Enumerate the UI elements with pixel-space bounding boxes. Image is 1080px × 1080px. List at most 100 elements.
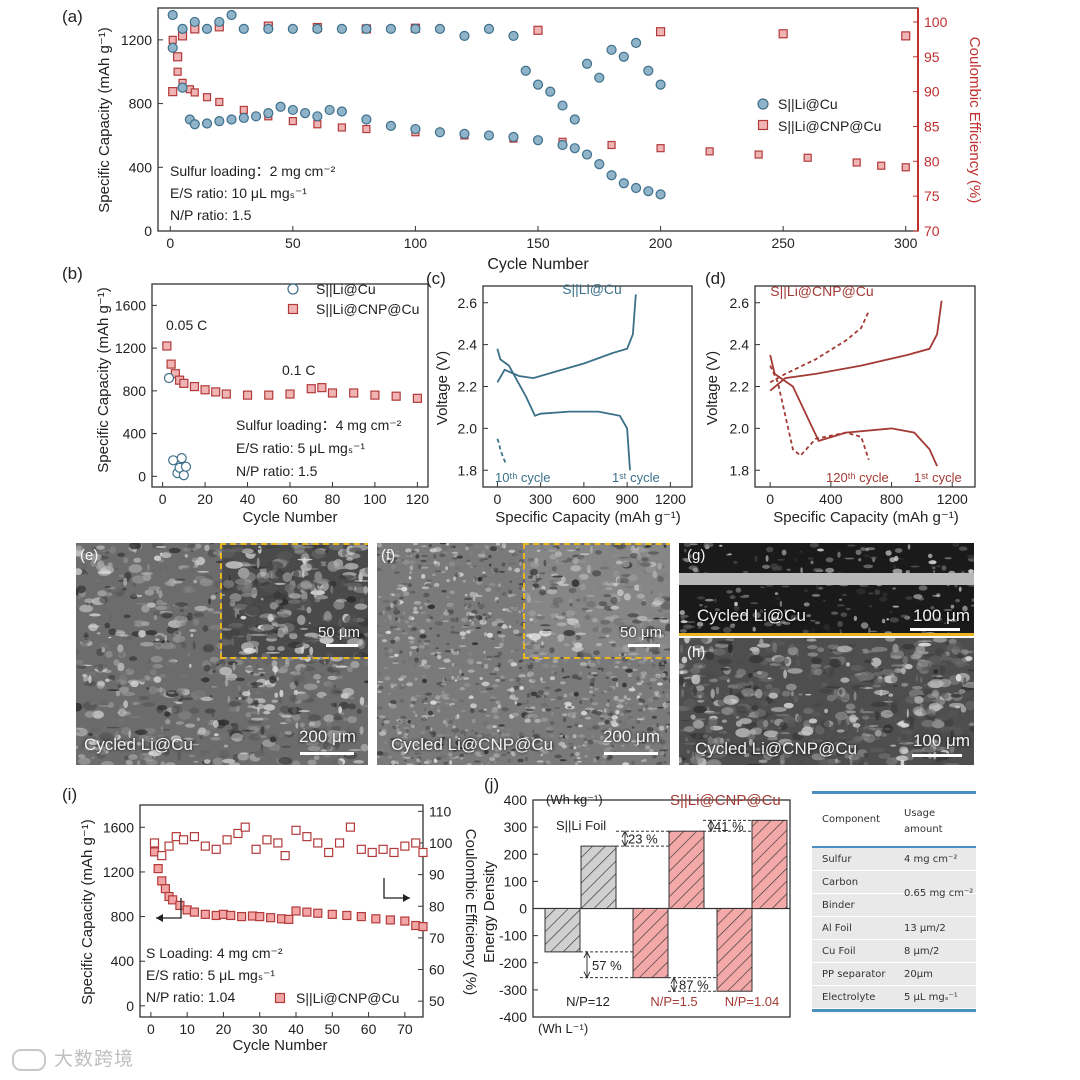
sem-grain [528,610,537,617]
sem-grain [881,733,887,737]
sem-grain [478,558,485,562]
sem-grain [807,645,818,650]
sem-grain [910,749,925,753]
sem-grain [591,734,595,739]
sem-grain [219,756,227,758]
panel-a-cu-cap-point [569,143,580,154]
sem-grain [322,619,336,629]
sem-grain [840,677,850,683]
sem-grain [498,583,501,587]
sem-grain [495,618,503,624]
sem-grain [292,675,305,683]
sem-grain [474,597,481,601]
sem-grain [835,736,851,739]
sem-grain [829,658,842,668]
sem-grain [466,562,472,565]
sem-grain [158,590,163,599]
sem-grain [192,690,206,697]
sem-grain [665,597,670,601]
sem-grain [708,717,718,721]
sem-grain [470,623,475,626]
sem-grain [383,618,388,623]
sem-grain [944,763,960,765]
panel-a-cnp-cap-point [803,153,812,162]
sem-grain [119,633,129,637]
sem-grain [613,695,620,701]
sem-grain [960,706,967,713]
sem-grain [865,547,869,552]
sem-f-scale: 200 μm [602,727,660,746]
panel-i-ce-point [273,838,283,848]
sem-grain [213,757,223,765]
sem-grain [454,566,461,570]
sem-grain [461,673,464,676]
sem-grain [931,739,937,744]
panel-j-improvement: 57 % [592,958,622,973]
sem-grain [163,572,166,576]
sem-grain [390,602,394,608]
panel-b-cnp-point [242,390,253,400]
sem-grain [807,557,814,560]
sem-grain [164,581,175,586]
sem-grain [399,650,403,654]
sem-grain [729,686,733,696]
sem-grain [850,664,864,672]
sem-grain [96,632,101,635]
panel-a-ytick-label: 0 [144,223,152,239]
sem-grain [721,731,727,735]
sem-grain [153,676,162,683]
sem-grain [428,544,432,548]
sem-grain [611,744,614,748]
sem-grain [880,669,895,675]
sem-grain [646,683,652,686]
sem-grain [300,625,317,633]
panel-c-xlabel: Specific Capacity (mAh g⁻¹) [495,509,680,526]
sem-grain [520,702,528,705]
sem-grain [271,719,274,727]
sem-grain [160,726,164,732]
sem-grain [563,629,576,637]
sem-grain [456,650,459,656]
sem-grain [413,551,416,557]
sem-grain [305,733,309,736]
panel-j-ytick-label: -200 [499,955,527,971]
sem-grain [810,628,816,634]
sem-grain [278,757,293,765]
sem-grain [193,612,204,617]
sem-grain [303,665,315,672]
sem-grain [506,610,512,613]
sem-grain [650,709,656,714]
panel-i-capacity-point [189,907,200,917]
sem-grain [826,694,836,702]
sem-grain [531,590,540,598]
sem-grain [407,625,412,628]
sem-grain [848,729,853,739]
sem-grain [649,638,653,644]
sem-f-inset: 50 μm [523,543,670,659]
sem-grain [327,745,333,752]
panel-a-cnp-cap-point [288,116,297,126]
sem-grain [485,545,490,550]
sem-grain [622,721,626,727]
sem-grain [610,545,623,548]
sem-grain [160,552,172,559]
panel-a-cu-cap-point [618,178,629,189]
sem-grain [573,756,578,762]
sem-grain [332,565,351,569]
sem-grain [580,697,583,700]
panel-i-capacity-point [266,913,276,923]
sem-grain [481,624,488,628]
panel-b-ytick-label: 400 [123,426,147,442]
sem-grain [469,591,476,597]
sem-grain [793,695,799,703]
sem-grain [244,666,259,671]
sem-grain [436,633,440,638]
sem-grain [704,761,719,764]
sem-grain [930,675,943,677]
sem-grain [559,557,562,565]
sem-grain [449,671,454,674]
sem-grain [401,559,406,563]
sem-grain [667,727,670,731]
sem-grain [638,702,643,705]
sem-grain [459,687,465,691]
